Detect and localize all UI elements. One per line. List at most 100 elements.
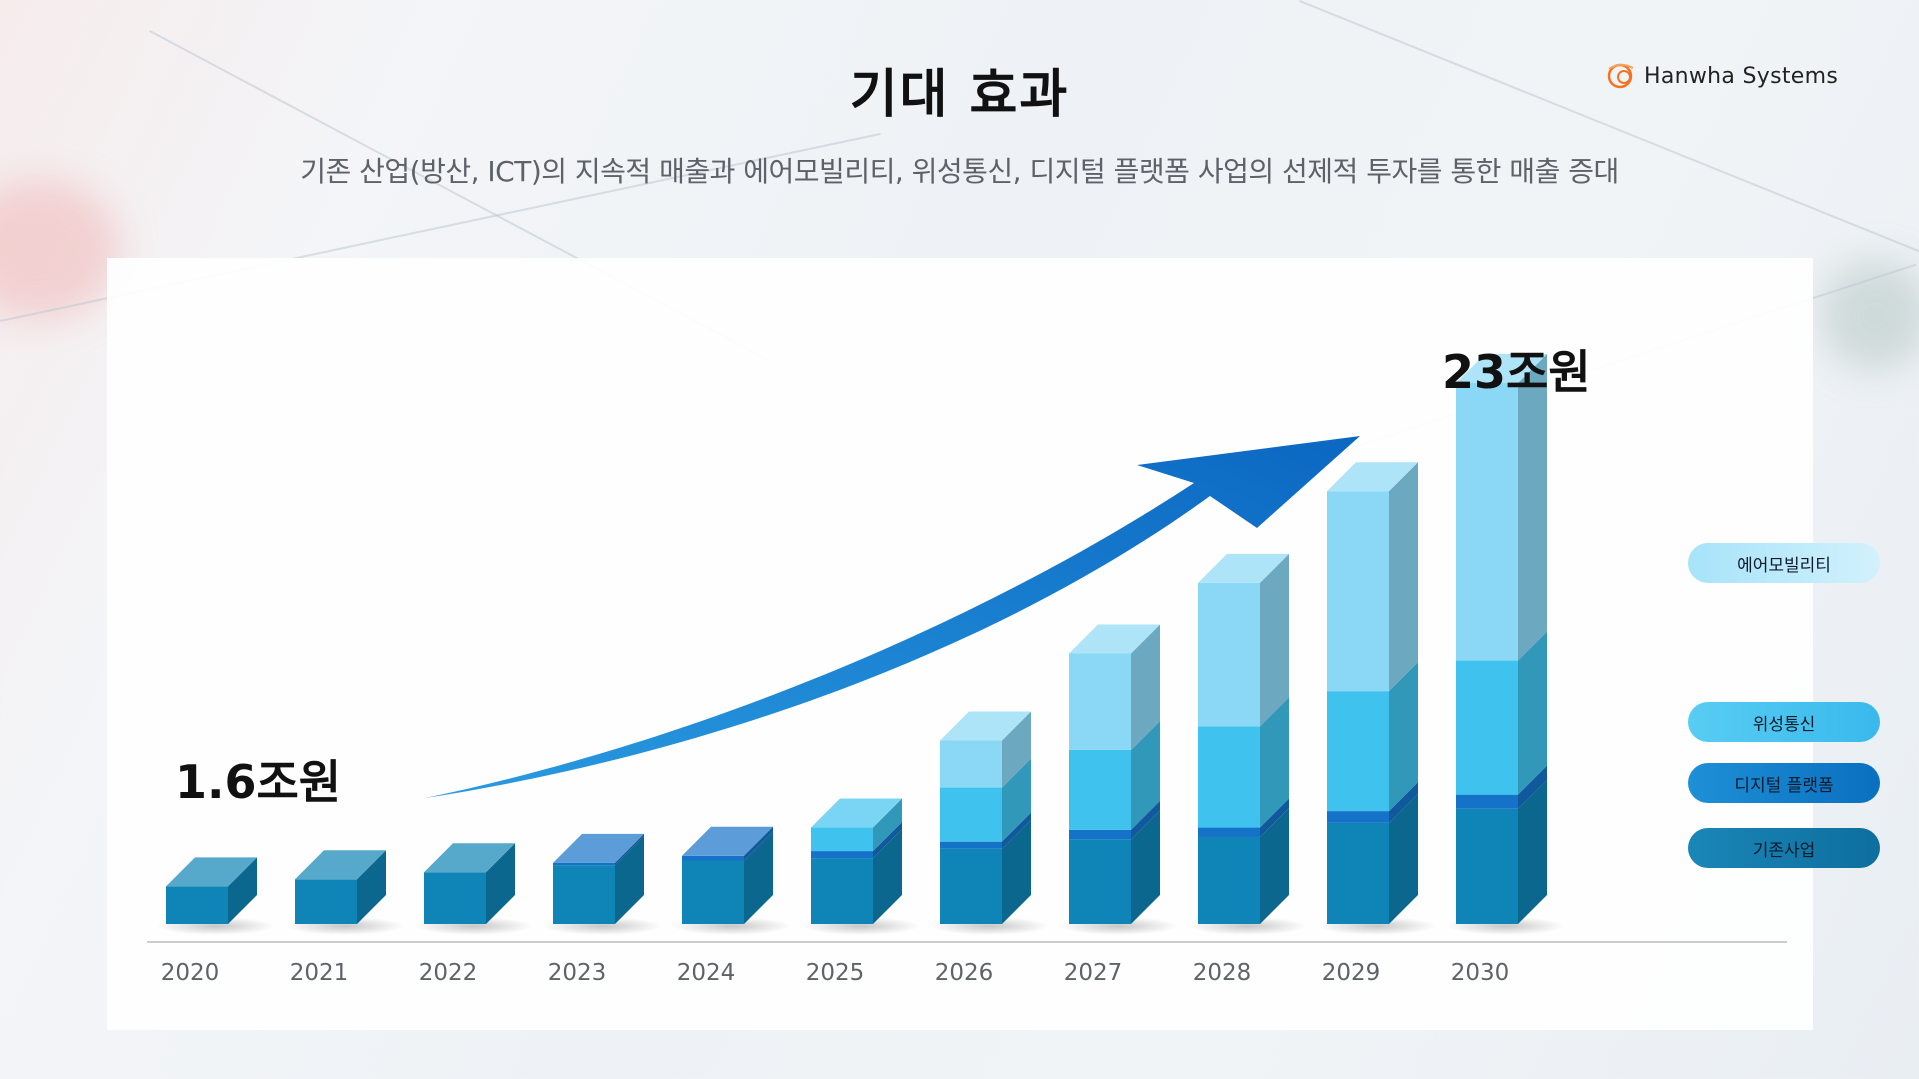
bar-segment-side	[1260, 807, 1289, 924]
bar-segment-side	[1518, 631, 1547, 795]
bar-segment	[682, 855, 744, 861]
x-tick-label: 2026	[935, 960, 994, 986]
hanwha-logo-icon	[1607, 63, 1634, 89]
revenue-chart: 2020 2021 2022 2023 2024 2025 2026 2027 2028 2029…	[147, 345, 1787, 986]
bar-segment-side	[1518, 779, 1547, 924]
bar-top	[811, 798, 902, 828]
bar-top	[553, 833, 644, 863]
logo-text: Hanwha Systems	[1644, 63, 1839, 89]
bar-segment-side	[228, 857, 257, 924]
bar-segment	[940, 848, 1002, 924]
bar-segment	[295, 879, 357, 924]
legend-item-digital-platform: 디지털 플랫폼	[1688, 763, 1880, 803]
bar-segment-side	[486, 843, 515, 924]
x-tick-label: 2028	[1193, 960, 1252, 986]
bar-segment-side	[1131, 810, 1160, 924]
bar-segment-side	[1131, 624, 1160, 750]
legend-label: 디지털 플랫폼	[1734, 775, 1834, 796]
x-tick-label: 2022	[419, 960, 478, 986]
bar-top	[1327, 462, 1418, 492]
bar-segment	[1069, 839, 1131, 924]
bar-2021	[285, 850, 404, 935]
bar-segment	[940, 787, 1002, 842]
x-tick-label: 2023	[548, 960, 607, 986]
bar-2030	[1446, 354, 1565, 935]
bar-segment	[811, 858, 873, 924]
bar-2027	[1059, 624, 1178, 935]
bar-segment	[1198, 827, 1260, 837]
bar-segment-side	[744, 831, 773, 924]
bar-segment	[1456, 383, 1518, 661]
bar-segment	[940, 740, 1002, 788]
x-tick-label: 2029	[1322, 960, 1381, 986]
bar-segment-side	[615, 836, 644, 924]
legend-item-satellite: 위성통신	[1688, 702, 1880, 742]
bar-segment	[553, 865, 615, 924]
bar-segment	[811, 827, 873, 852]
bar-top	[1456, 354, 1547, 383]
bar-segment-side	[1131, 800, 1160, 840]
bar-segment	[1456, 660, 1518, 795]
bar-2029	[1317, 462, 1436, 935]
bar-segment-side	[1389, 782, 1418, 823]
x-tick-label: 2025	[806, 960, 865, 986]
legend-label: 에어모빌리티	[1737, 555, 1831, 576]
background-line	[1299, 0, 1919, 265]
bar-segment	[1198, 726, 1260, 828]
bar-segment	[811, 851, 873, 859]
legend-item-air-mobility: 에어모빌리티	[1688, 543, 1880, 583]
bar-segment-side	[357, 850, 386, 924]
bar-segment-side	[1002, 758, 1031, 842]
start-value-label: 1.6조원	[175, 755, 341, 809]
bar-top	[1069, 624, 1160, 654]
bar-segment	[940, 841, 1002, 849]
bar-2026	[930, 711, 1049, 935]
bar-segment-side	[615, 833, 644, 866]
page-subtitle: 기존 산업(방산, ICT)의 지속적 매출과 에어모빌리티, 위성통신, 디지…	[300, 155, 1619, 188]
x-tick-label: 2027	[1064, 960, 1123, 986]
bar-2020	[156, 857, 275, 935]
x-tick-label: 2030	[1451, 960, 1510, 986]
bar-segment-side	[1518, 765, 1547, 809]
x-tick-label: 2021	[290, 960, 349, 986]
bar-segment-side	[1260, 553, 1289, 727]
legend-label: 위성통신	[1752, 714, 1816, 735]
bar-segment-side	[1002, 711, 1031, 788]
bar-segment-side	[1131, 720, 1160, 830]
bar-top	[940, 711, 1031, 741]
bar-2028	[1188, 553, 1307, 935]
bar-segment	[424, 872, 486, 924]
background-glow	[1820, 260, 1919, 370]
bar-segment-side	[1389, 662, 1418, 812]
growth-arrow	[425, 436, 1360, 798]
bar-segment	[1327, 691, 1389, 812]
bar-segment	[1198, 836, 1260, 924]
bar-top	[295, 850, 386, 880]
bar-segment	[682, 860, 744, 924]
bar-segment	[1198, 582, 1260, 727]
bar-2022	[414, 843, 533, 935]
bar-top	[166, 857, 257, 887]
bar-segment	[1327, 491, 1389, 692]
x-tick-label: 2024	[677, 960, 736, 986]
bar-segment	[166, 886, 228, 924]
bar-segment-side	[1389, 793, 1418, 924]
bar-segment-side	[1389, 462, 1418, 692]
bar-segment-side	[1260, 697, 1289, 828]
bar-segment-side	[1002, 812, 1031, 849]
bar-segment	[1456, 808, 1518, 924]
end-value-label: 23조원	[1442, 345, 1591, 399]
bar-segment	[1069, 749, 1131, 830]
x-tick-label: 2020	[161, 960, 220, 986]
bar-segment	[1456, 794, 1518, 809]
bar-segment	[553, 862, 615, 866]
bar-segment	[1069, 653, 1131, 750]
bar-segment-side	[873, 798, 902, 852]
bar-top	[424, 843, 515, 873]
chart-panel: 2020 2021 2022 2023 2024 2025 2026 2027 2028 2029…	[107, 258, 1880, 1030]
bar-top	[682, 826, 773, 856]
bar-segment	[1069, 829, 1131, 840]
bar-segment-side	[1002, 819, 1031, 924]
bar-2025	[801, 798, 920, 935]
bar-top	[1198, 553, 1289, 583]
